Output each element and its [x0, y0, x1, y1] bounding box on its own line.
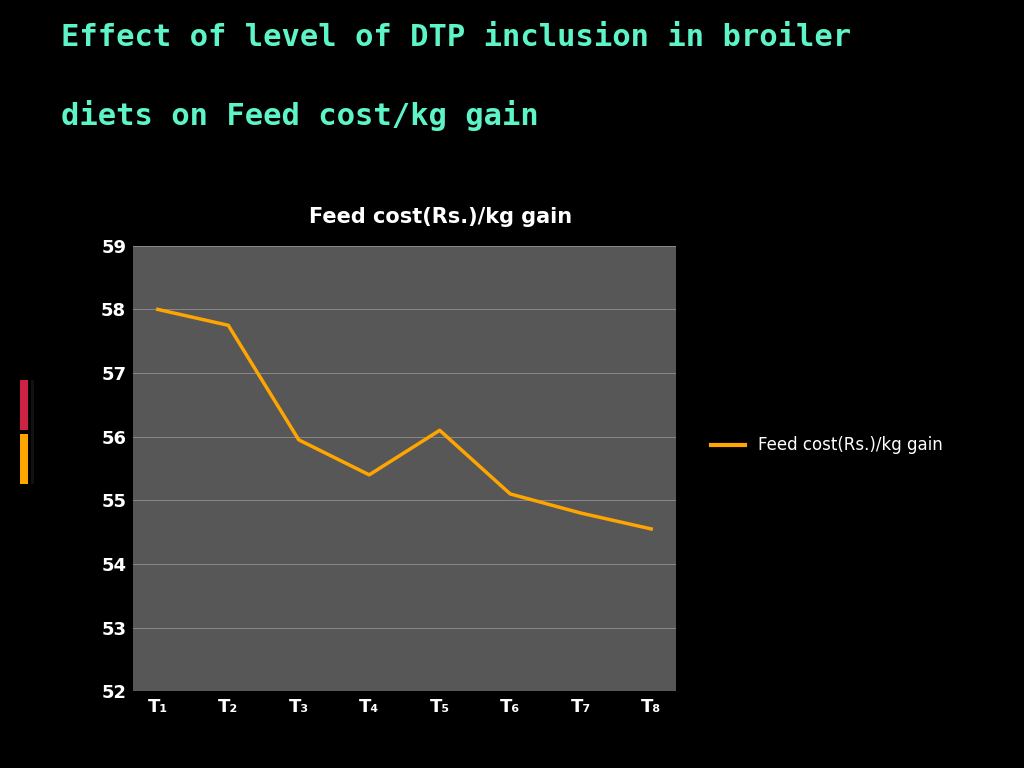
- Text: diets on Feed cost/kg gain: diets on Feed cost/kg gain: [61, 100, 540, 131]
- Legend: Feed cost(Rs.)/kg gain: Feed cost(Rs.)/kg gain: [705, 430, 949, 461]
- Text: Feed cost(Rs.)/kg gain: Feed cost(Rs.)/kg gain: [309, 207, 571, 227]
- Text: Effect of level of DTP inclusion in broiler: Effect of level of DTP inclusion in broi…: [61, 23, 852, 52]
